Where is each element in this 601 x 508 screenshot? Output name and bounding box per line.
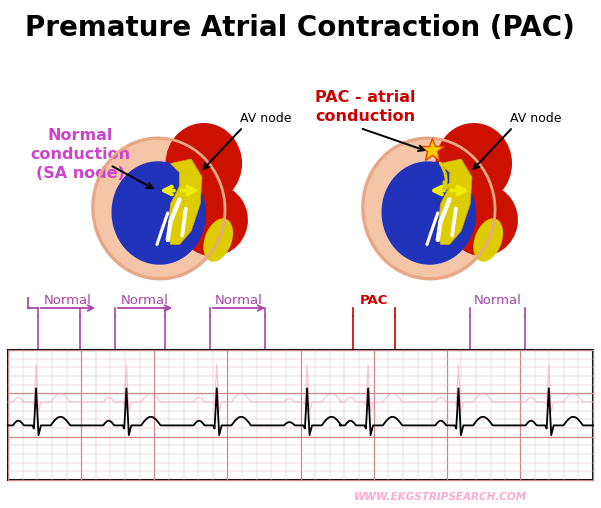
Ellipse shape: [165, 123, 242, 204]
Text: Normal: Normal: [121, 295, 169, 307]
Ellipse shape: [474, 218, 503, 262]
Ellipse shape: [382, 161, 476, 265]
Text: Normal: Normal: [474, 295, 522, 307]
Text: PAC - atrial
conduction: PAC - atrial conduction: [315, 90, 415, 124]
Text: Normal
conduction
(SA node): Normal conduction (SA node): [30, 128, 130, 181]
Ellipse shape: [94, 139, 224, 278]
Text: AV node: AV node: [510, 111, 561, 124]
Text: Premature Atrial Contraction (PAC): Premature Atrial Contraction (PAC): [25, 14, 575, 42]
Ellipse shape: [448, 184, 518, 256]
Text: PAC: PAC: [360, 295, 388, 307]
Text: AV node: AV node: [240, 111, 291, 124]
Ellipse shape: [364, 139, 494, 278]
Ellipse shape: [112, 161, 206, 265]
Ellipse shape: [203, 218, 233, 262]
Ellipse shape: [178, 184, 248, 256]
Polygon shape: [168, 159, 202, 244]
Ellipse shape: [436, 123, 512, 204]
Bar: [8, 350, 593, 480]
Text: Normal: Normal: [215, 295, 263, 307]
Polygon shape: [438, 159, 472, 244]
Text: WWW.EKGSTRIPSEARCH.COM: WWW.EKGSTRIPSEARCH.COM: [353, 492, 526, 502]
Text: Normal: Normal: [44, 295, 92, 307]
